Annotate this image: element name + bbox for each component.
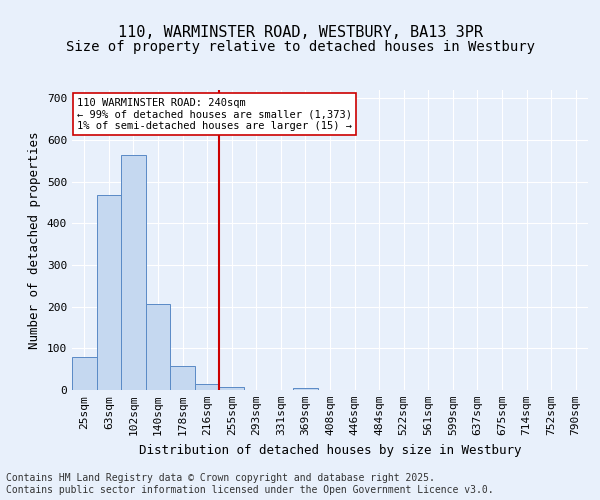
Y-axis label: Number of detached properties: Number of detached properties (28, 131, 41, 349)
Bar (121, 156, 146, 390)
Bar (195, 384, 220, 390)
Text: 110, WARMINSTER ROAD, WESTBURY, BA13 3PR: 110, WARMINSTER ROAD, WESTBURY, BA13 3PR (118, 25, 482, 40)
Bar (146, 304, 170, 390)
Text: Size of property relative to detached houses in Westbury: Size of property relative to detached ho… (65, 40, 535, 54)
Text: Contains HM Land Registry data © Crown copyright and database right 2025.
Contai: Contains HM Land Registry data © Crown c… (6, 474, 494, 495)
Bar (220, 386, 244, 390)
Bar (170, 366, 195, 390)
Text: 110 WARMINSTER ROAD: 240sqm
← 99% of detached houses are smaller (1,373)
1% of s: 110 WARMINSTER ROAD: 240sqm ← 99% of det… (77, 98, 352, 130)
X-axis label: Distribution of detached houses by size in Westbury: Distribution of detached houses by size … (139, 444, 521, 456)
Bar (293, 388, 318, 390)
Bar (72, 356, 97, 390)
Bar (97, 195, 121, 390)
